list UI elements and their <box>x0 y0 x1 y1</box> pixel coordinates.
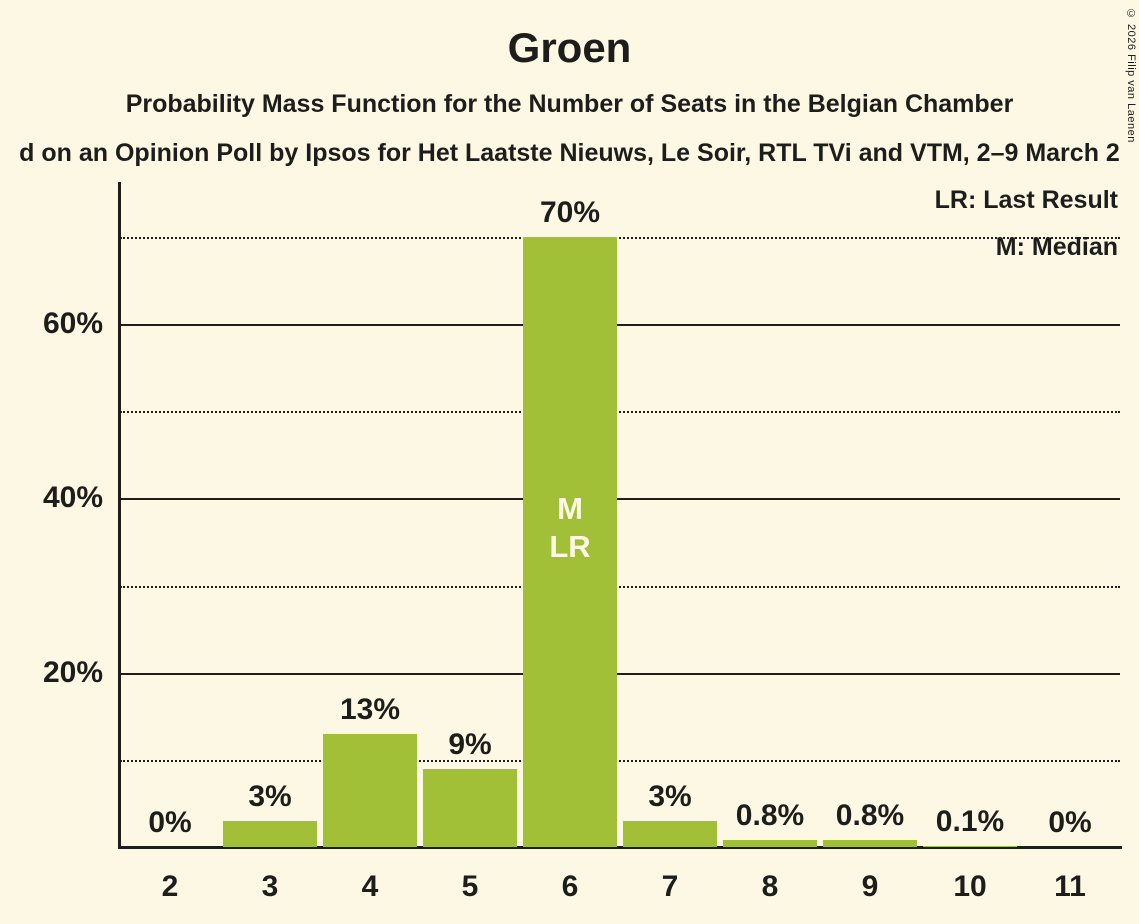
bar-value-label-8: 0.8% <box>735 799 805 832</box>
bar-8 <box>723 840 817 847</box>
bar-5 <box>423 769 517 847</box>
chart-subtitle: Probability Mass Function for the Number… <box>125 90 1014 118</box>
chart-source-line: d on an Opinion Poll by Ipsos for Het La… <box>19 139 1120 167</box>
gridline-solid-60 <box>120 324 1120 327</box>
bar-value-label-10: 0.1% <box>935 805 1005 838</box>
median-last-result-annotation: M LR <box>520 490 620 566</box>
bar-value-label-6: 70% <box>539 196 601 229</box>
bar-value-label-7: 3% <box>648 780 692 813</box>
gridline-dotted-30 <box>120 585 1120 588</box>
gridline-dotted-10 <box>120 759 1120 762</box>
x-tick-label-8: 8 <box>761 870 779 903</box>
y-axis-line <box>118 182 121 849</box>
annotation-line-lr: LR <box>549 529 591 564</box>
gridline-dotted-70 <box>120 237 1120 239</box>
x-axis-line <box>118 846 1122 849</box>
bar-10 <box>923 846 1017 847</box>
gridline-solid-20 <box>120 672 1120 675</box>
bar-value-label-3: 3% <box>248 780 292 813</box>
bar-value-label-5: 9% <box>448 728 492 761</box>
gridline-solid-40 <box>120 498 1120 501</box>
y-tick-label-60: 60% <box>42 307 103 341</box>
legend-last-result-label: LR: Last Result <box>934 186 1118 214</box>
bar-7 <box>623 821 717 847</box>
x-tick-label-6: 6 <box>561 870 579 903</box>
bar-value-label-2: 0% <box>148 806 192 839</box>
x-tick-label-11: 11 <box>1054 870 1086 903</box>
x-tick-label-5: 5 <box>461 870 479 903</box>
bar-4 <box>323 734 417 847</box>
x-tick-label-7: 7 <box>661 870 679 903</box>
bar-value-label-9: 0.8% <box>835 799 905 832</box>
x-tick-label-3: 3 <box>261 870 279 903</box>
copyright-text: © 2026 Filip van Laenen <box>1125 8 1137 143</box>
bar-6 <box>523 237 617 847</box>
x-tick-label-4: 4 <box>361 870 379 903</box>
bar-3 <box>223 821 317 847</box>
annotation-line-m: M <box>557 491 583 526</box>
chart-title: Groen <box>507 24 632 71</box>
bar-value-label-4: 13% <box>339 693 401 726</box>
y-tick-label-20: 20% <box>42 655 103 689</box>
gridline-dotted-50 <box>120 411 1120 414</box>
x-tick-label-10: 10 <box>953 870 987 903</box>
bar-value-label-11: 0% <box>1048 806 1092 839</box>
x-tick-label-9: 9 <box>861 870 879 903</box>
bar-9 <box>823 840 917 847</box>
x-tick-label-2: 2 <box>161 870 179 903</box>
y-tick-label-40: 40% <box>42 481 103 515</box>
